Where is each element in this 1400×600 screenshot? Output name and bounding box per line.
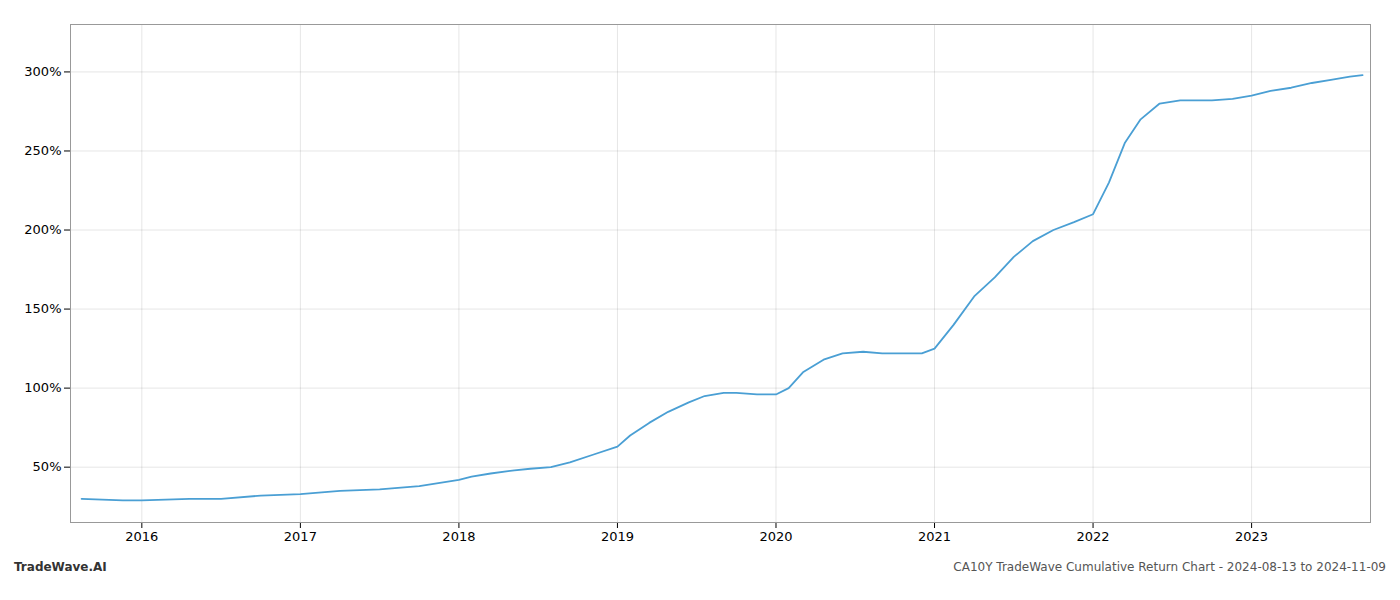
svg-text:50%: 50% bbox=[33, 459, 62, 474]
svg-text:250%: 250% bbox=[24, 143, 61, 158]
svg-text:2018: 2018 bbox=[442, 529, 475, 544]
svg-text:2021: 2021 bbox=[918, 529, 951, 544]
svg-text:200%: 200% bbox=[24, 222, 61, 237]
svg-text:300%: 300% bbox=[24, 64, 61, 79]
svg-text:2017: 2017 bbox=[284, 529, 317, 544]
svg-text:2020: 2020 bbox=[759, 529, 792, 544]
html-text:TradeWave.AI: TradeWave.AI bbox=[14, 560, 107, 574]
svg-text:2023: 2023 bbox=[1235, 529, 1268, 544]
svg-text:2019: 2019 bbox=[601, 529, 634, 544]
svg-text:100%: 100% bbox=[24, 380, 61, 395]
html-text:CA10Y TradeWave Cumulative Ret: CA10Y TradeWave Cumulative Return Chart … bbox=[953, 560, 1386, 574]
svg-text:2016: 2016 bbox=[125, 529, 158, 544]
svg-text:2022: 2022 bbox=[1077, 529, 1110, 544]
svg-text:150%: 150% bbox=[24, 301, 61, 316]
